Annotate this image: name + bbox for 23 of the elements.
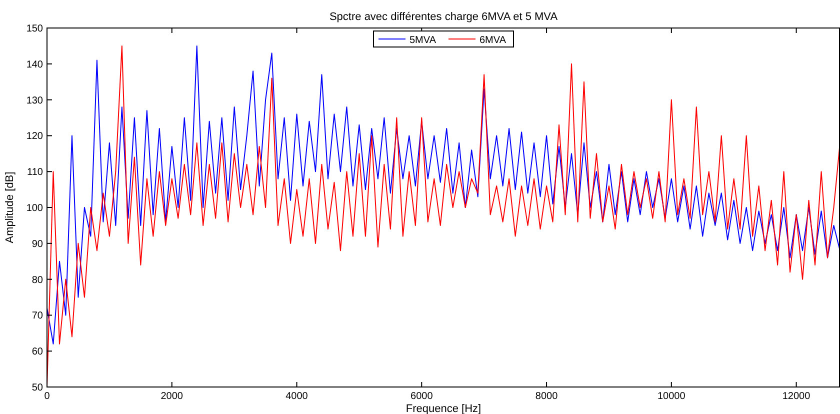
legend-label: 5MVA	[410, 35, 436, 46]
y-tick-label: 90	[32, 238, 44, 250]
y-tick-label: 110	[27, 167, 44, 178]
y-axis-title: Amplitude [dB]	[4, 172, 16, 244]
y-tick-label: 140	[26, 59, 44, 70]
y-tick-label: 130	[26, 95, 44, 106]
y-tick-label: 50	[32, 382, 44, 394]
y-tick-label: 70	[32, 310, 44, 322]
y-tick-label: 150	[26, 24, 44, 34]
x-tick-label: 4000	[286, 391, 308, 402]
chart-title: Spctre avec différentes charge 6MVA et 5 MVA	[329, 11, 558, 23]
x-tick-label: 0	[44, 391, 50, 402]
legend-label: 6MVA	[480, 35, 506, 46]
x-tick-label: 2000	[160, 391, 184, 402]
x-tick-label: 12000	[782, 391, 811, 402]
x-tick-label: 8000	[535, 391, 558, 402]
y-tick-label: 80	[32, 274, 44, 286]
y-tick-label: 100	[26, 203, 44, 214]
y-tick-label: 120	[26, 131, 44, 142]
x-tick-label: 10000	[658, 391, 686, 402]
x-tick-label: 6000	[410, 391, 434, 402]
x-axis-title: Frequence [Hz]	[406, 403, 482, 414]
y-tick-label: 60	[32, 346, 44, 358]
